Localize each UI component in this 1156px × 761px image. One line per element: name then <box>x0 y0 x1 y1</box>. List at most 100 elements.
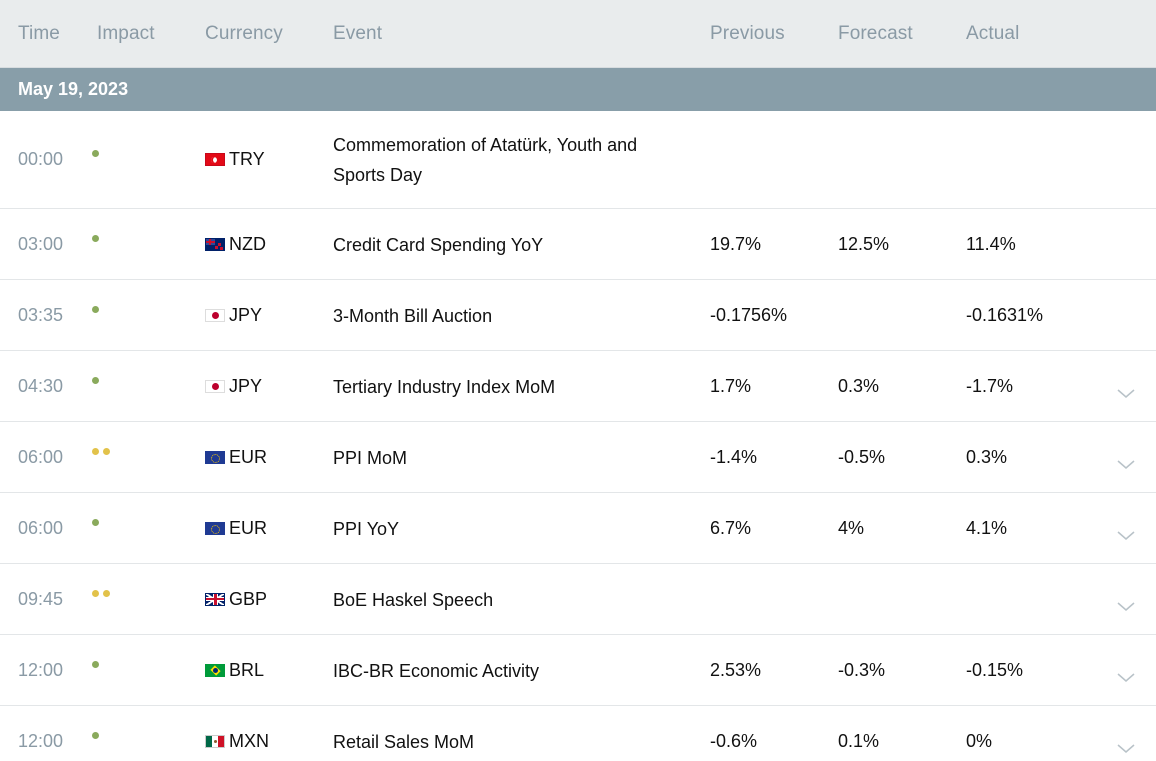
column-header-impact[interactable]: Impact <box>97 23 155 44</box>
impact-indicator <box>92 150 103 160</box>
table-row[interactable]: 09:45 GBP BoE Haskel Speech <box>0 564 1156 635</box>
column-header-forecast[interactable]: Forecast <box>838 23 913 44</box>
event-name[interactable]: 3-Month Bill Auction <box>333 305 493 326</box>
impact-indicator <box>92 589 114 600</box>
column-header-actual[interactable]: Actual <box>966 23 1020 44</box>
impact-dot <box>103 447 110 455</box>
impact-indicator <box>92 376 103 387</box>
currency-code: BRL <box>229 659 265 680</box>
forecast-value: 4% <box>838 517 865 538</box>
uk-flag-icon <box>205 592 225 606</box>
currency-code: EUR <box>229 517 268 538</box>
event-time: 04:30 <box>18 375 64 396</box>
forecast-value: 0.3% <box>838 375 880 396</box>
chevron-down-icon[interactable] <box>1117 388 1135 401</box>
forecast-value: -0.3% <box>838 659 886 680</box>
event-name[interactable]: Retail Sales MoM <box>333 731 475 752</box>
impact-dot <box>92 305 99 313</box>
impact-indicator <box>92 447 114 458</box>
previous-value: -0.1756% <box>710 304 788 325</box>
event-name[interactable]: PPI MoM <box>333 447 408 468</box>
currency-cell: TRY <box>205 149 265 170</box>
impact-dot <box>92 447 99 455</box>
impact-dot <box>92 150 99 157</box>
actual-value: 4.1% <box>966 517 1008 538</box>
impact-indicator <box>92 731 103 742</box>
brazil-flag-icon <box>205 663 225 677</box>
turkey-flag-icon <box>205 153 225 166</box>
previous-value: -0.6% <box>710 730 758 751</box>
event-name[interactable]: BoE Haskel Speech <box>333 589 494 610</box>
currency-cell: EUR <box>205 518 267 539</box>
column-header-time[interactable]: Time <box>18 23 60 44</box>
table-row[interactable]: 03:35 JPY 3-Month Bill Auction -0.1756% … <box>0 280 1156 351</box>
table-row[interactable]: 03:00 NZD Credit Card Spending YoY 19.7%… <box>0 209 1156 280</box>
japan-flag-icon <box>205 379 225 393</box>
previous-value: 2.53% <box>710 659 762 680</box>
event-time: 09:45 <box>18 588 64 609</box>
eu-flag-icon <box>205 450 225 464</box>
actual-value: -0.15% <box>966 659 1024 680</box>
previous-value: 1.7% <box>710 375 752 396</box>
currency-cell: GBP <box>205 589 267 610</box>
table-row[interactable]: 12:00 BRL IBC-BR Economic Activity 2.53%… <box>0 635 1156 706</box>
event-name[interactable]: Tertiary Industry Index MoM <box>333 376 556 397</box>
table-row[interactable]: 12:00 MXN Retail Sales MoM -0.6% 0.1% 0% <box>0 706 1156 761</box>
currency-code: MXN <box>229 730 269 751</box>
chevron-down-icon[interactable] <box>1117 743 1135 756</box>
event-time: 06:00 <box>18 517 64 538</box>
impact-dot <box>92 589 99 597</box>
impact-dot <box>92 731 99 739</box>
chevron-down-icon[interactable] <box>1117 530 1135 543</box>
table-header: Time Impact Currency Event Previous Fore… <box>0 0 1156 68</box>
table-row[interactable]: 00:00 TRY Commemoration of Atatürk, Yout… <box>0 111 1156 209</box>
impact-dot <box>92 518 99 526</box>
currency-cell: NZD <box>205 234 266 255</box>
currency-cell: JPY <box>205 376 262 397</box>
column-header-previous[interactable]: Previous <box>710 23 785 44</box>
currency-code: TRY <box>229 149 265 169</box>
eu-flag-icon <box>205 521 225 535</box>
event-name[interactable]: Commemoration of Atatürk, Youth and Spor… <box>333 135 638 185</box>
chevron-down-icon[interactable] <box>1117 601 1135 614</box>
event-name[interactable]: Credit Card Spending YoY <box>333 234 544 255</box>
currency-cell: JPY <box>205 305 262 326</box>
forecast-value: -0.5% <box>838 446 886 467</box>
event-time: 03:00 <box>18 233 64 254</box>
event-time: 00:00 <box>18 149 64 169</box>
event-time: 12:00 <box>18 730 64 751</box>
table-row[interactable]: 06:00 EUR PPI YoY 6.7% 4% 4.1% <box>0 493 1156 564</box>
actual-value: -0.1631% <box>966 304 1044 325</box>
event-rows: 00:00 TRY Commemoration of Atatürk, Yout… <box>0 111 1156 761</box>
forecast-value: 0.1% <box>838 730 880 751</box>
forecast-value: 12.5% <box>838 233 890 254</box>
impact-indicator <box>92 518 103 529</box>
currency-code: JPY <box>229 375 263 396</box>
table-row[interactable]: 04:30 JPY Tertiary Industry Index MoM 1.… <box>0 351 1156 422</box>
column-header-currency[interactable]: Currency <box>205 23 283 44</box>
event-time: 06:00 <box>18 446 64 467</box>
table-row[interactable]: 06:00 EUR PPI MoM -1.4% -0.5% 0.3% <box>0 422 1156 493</box>
mexico-flag-icon <box>205 734 225 748</box>
date-label: May 19, 2023 <box>18 79 129 99</box>
actual-value: 11.4% <box>966 233 1016 254</box>
impact-dot <box>92 376 99 384</box>
column-header-event[interactable]: Event <box>333 23 383 44</box>
currency-cell: BRL <box>205 660 264 681</box>
actual-value: 0.3% <box>966 446 1008 467</box>
chevron-down-icon[interactable] <box>1117 672 1135 685</box>
event-time: 12:00 <box>18 659 64 680</box>
event-name[interactable]: IBC-BR Economic Activity <box>333 660 540 681</box>
event-time: 03:35 <box>18 304 64 325</box>
previous-value: 6.7% <box>710 517 752 538</box>
actual-value: 0% <box>966 730 993 751</box>
currency-cell: MXN <box>205 731 269 752</box>
event-name[interactable]: PPI YoY <box>333 518 400 539</box>
impact-dot <box>92 660 99 668</box>
date-group-header: May 19, 2023 <box>0 68 1156 111</box>
chevron-down-icon[interactable] <box>1117 459 1135 472</box>
japan-flag-icon <box>205 308 225 322</box>
currency-code: GBP <box>229 588 268 609</box>
previous-value: -1.4% <box>710 446 758 467</box>
